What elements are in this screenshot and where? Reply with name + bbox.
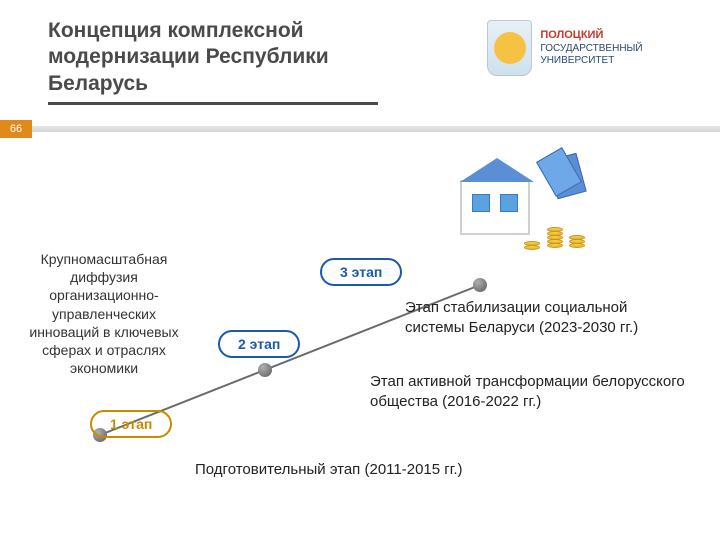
stage-box-2: 1 этап: [90, 410, 172, 438]
stage-box-0: 3 этап: [320, 258, 402, 286]
stage-box-1: 2 этап: [218, 330, 300, 358]
timeline-dot-2: [473, 278, 487, 292]
stage-description-1: Этап активной трансформации белорусского…: [370, 372, 690, 411]
stage-description-0: Этап стабилизации социальной системы Бел…: [405, 298, 685, 337]
stage-description-2: Подготовительный этап (2011-2015 гг.): [195, 460, 595, 480]
timeline-dot-1: [258, 363, 272, 377]
